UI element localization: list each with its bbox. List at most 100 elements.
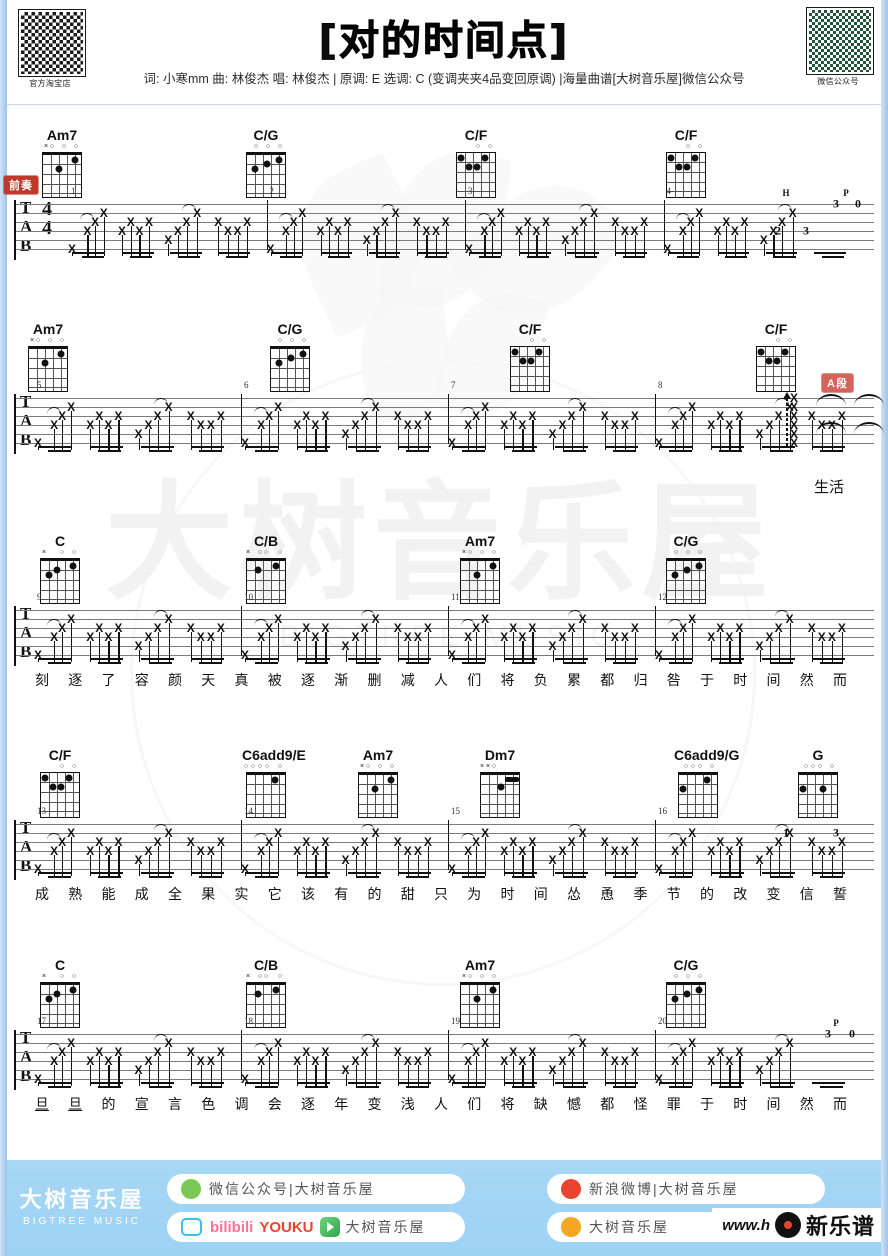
note-stem [200,641,202,662]
tab-note-x: X [518,844,527,858]
note-stem [297,641,299,662]
tab-note-x: X [134,1063,143,1077]
lyric-syllable: 果 [201,887,216,903]
tab-note-x: X [144,215,154,229]
weibo-bubble[interactable]: 新浪微博|大树音乐屋 [547,1174,825,1204]
chord-name: C/G [673,533,699,549]
note-stem [325,1056,327,1086]
note-stem [769,1065,771,1086]
beam [612,450,636,453]
beam [38,446,72,449]
beam [819,1086,843,1089]
beam [397,446,431,449]
tab-note-x: X [351,630,360,644]
staff-line [16,204,874,205]
lyric-syllable: 然 [799,673,814,689]
tab-note-x: X [413,844,422,858]
taobao-label: 大树音乐屋 [589,1219,669,1235]
beam [811,1082,845,1085]
note-stem [397,1056,399,1086]
note-stem [624,235,627,256]
measure-number: 15 [451,806,460,816]
tab-note-x: X [114,1045,123,1059]
note-stem [720,846,722,876]
note-stem [139,235,141,256]
beam [255,876,279,879]
barline [655,606,656,656]
note-stem [149,226,151,256]
note-stem [692,623,694,662]
tab-note-x: X [206,630,215,644]
note-stem [729,429,731,450]
beam [719,450,743,453]
note-stem [38,659,40,662]
tab-note-x: X [600,409,609,423]
tab-note-x: X [707,1054,716,1068]
qr-code-taobao[interactable]: 官方淘宝店 [18,9,86,89]
tab-note-x: X [837,835,846,849]
beam [170,252,202,255]
beam [347,446,381,449]
tab-note-x: X [164,233,173,247]
tab-note-x: X [735,621,744,635]
note-stem [375,623,377,662]
beam [669,876,693,879]
note-stem [436,235,438,256]
tab-note-x: X [567,1045,576,1059]
note-stem [407,641,409,662]
beam [504,446,538,449]
tab-note-x: X [567,621,576,635]
lyric-syllable: 色 [201,1097,216,1113]
technique-marker: P [833,1018,839,1028]
note-stem [315,1065,317,1086]
note-stem [355,641,357,662]
tab-note-x: X [126,215,135,229]
tab-note-x: X [707,630,716,644]
note-stem [364,632,366,662]
tab-note-x: X [343,215,352,229]
note-stem [122,235,124,256]
tab-note-x: X [481,1036,490,1050]
note-stem [717,235,719,256]
slur [153,398,168,405]
record-icon [774,1212,801,1238]
tab-note-x: X [464,418,473,432]
tab-note-x: X [67,400,76,414]
tab-note-x: X [735,835,744,849]
tab-note-x: X [114,835,123,849]
beam [612,662,636,665]
tab-note-x: X [153,409,162,423]
tab-note-x: X [500,844,509,858]
beam [198,450,222,453]
qr-code-wechat[interactable]: 微信公众号 [806,7,874,87]
note-stem [355,1065,357,1086]
note-stem [778,1056,780,1086]
lyric-syllable: 了 [101,673,116,689]
tab-note-x: X [393,835,402,849]
chord-diagram-row-3: C × ○ ○ C/B × ○ ○ ○ [14,534,874,606]
lyric-syllable: 将 [500,673,515,689]
barline [655,820,656,870]
beam [567,252,599,255]
note-stem [476,420,478,450]
measure-number: 12 [658,592,667,602]
tab-note-x: X [630,835,639,849]
note-stem [168,837,170,876]
wechat-bubble[interactable]: 微信公众号|大树音乐屋 [167,1174,465,1204]
lyric-syllable: 被 [267,673,282,689]
note-stem [683,846,685,876]
bilibili-youku-bubble[interactable]: bilibili YOUKU 大树音乐屋 [167,1212,465,1242]
tab-note-x: X [371,1036,380,1050]
tab-note-x: X [688,1036,697,1050]
beam [190,446,224,449]
tab-note-x: X [640,215,649,229]
tab-note-x: X [610,844,619,858]
tab-note-x: X [360,835,369,849]
tab-note-x: X [716,835,725,849]
note-stem [71,837,73,876]
tab-note-x: X [144,1054,153,1068]
tab-note-x: X [509,1045,518,1059]
beam [677,256,700,259]
qr-caption-left: 官方淘宝店 [29,79,71,88]
